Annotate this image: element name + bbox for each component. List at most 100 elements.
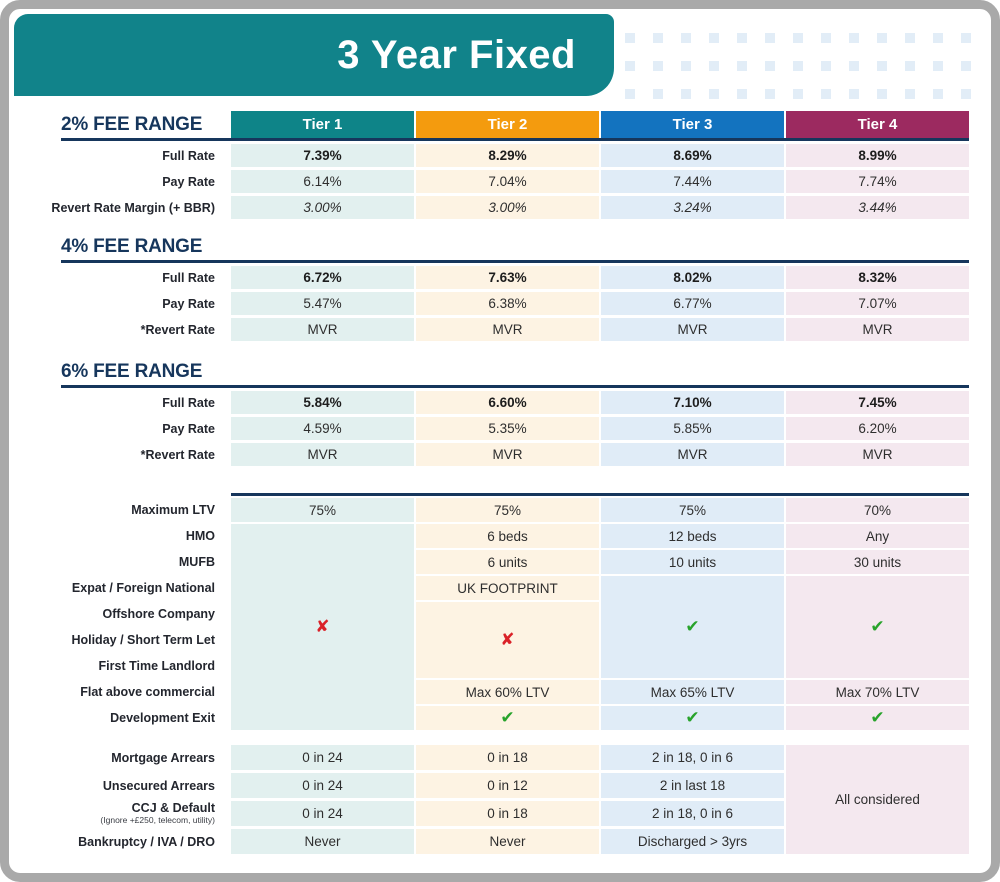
header-banner: 3 Year Fixed bbox=[14, 14, 614, 96]
row-label: HMO bbox=[185, 529, 215, 543]
tier-2-header: Tier 2 bbox=[416, 111, 599, 138]
adverse-cell: Never bbox=[231, 829, 414, 854]
criteria-rows: Maximum LTV 75% 75% 75% 70% HMO ✘ 6 beds… bbox=[31, 498, 969, 730]
row-label: Pay Rate bbox=[162, 421, 215, 436]
rate-cell: 6.77% bbox=[601, 292, 784, 315]
adverse-section: Mortgage Arrears 0 in 24 0 in 18 2 in 18… bbox=[31, 745, 969, 854]
section-2pct-rows: Full Rate 7.39% 8.29% 8.69% 8.99% Pay Ra… bbox=[31, 144, 969, 219]
rate-cell: 5.84% bbox=[231, 391, 414, 414]
adverse-cell: 0 in 24 bbox=[231, 745, 414, 770]
rate-cell: 5.85% bbox=[601, 417, 784, 440]
divider-line bbox=[61, 138, 969, 141]
section-heading-6pct: 6% FEE RANGE bbox=[61, 361, 203, 382]
criteria-cell: 6 units bbox=[416, 550, 599, 574]
rate-cell: 3.24% bbox=[601, 196, 784, 219]
rate-cell: 8.29% bbox=[416, 144, 599, 167]
rate-cell: MVR bbox=[416, 318, 599, 341]
criteria-cell: 70% bbox=[786, 498, 969, 522]
rate-cell: MVR bbox=[231, 318, 414, 341]
rate-cell: 7.63% bbox=[416, 266, 599, 289]
row-label: Maximum LTV bbox=[131, 503, 215, 517]
adverse-cell: 0 in 24 bbox=[231, 773, 414, 798]
rate-cell: 6.38% bbox=[416, 292, 599, 315]
check-icon: ✔ bbox=[786, 576, 969, 678]
adverse-cell: 0 in 12 bbox=[416, 773, 599, 798]
criteria-cell: 10 units bbox=[601, 550, 784, 574]
row-label: Expat / Foreign National bbox=[71, 581, 215, 595]
rate-cell: MVR bbox=[231, 443, 414, 466]
criteria-cell: Max 65% LTV bbox=[601, 680, 784, 704]
row-label: Offshore Company bbox=[102, 607, 215, 621]
tier-3-header: Tier 3 bbox=[601, 111, 784, 138]
rate-cell: 6.20% bbox=[786, 417, 969, 440]
row-label: Pay Rate bbox=[162, 296, 215, 311]
adverse-cell: 0 in 24 bbox=[231, 801, 414, 826]
rate-cell: 7.39% bbox=[231, 144, 414, 167]
ccj-default-sublabel: (Ignore +£250, telecom, utility) bbox=[100, 814, 215, 825]
criteria-cell: 30 units bbox=[786, 550, 969, 574]
criteria-cell: Max 70% LTV bbox=[786, 680, 969, 704]
adverse-cell: Never bbox=[416, 829, 599, 854]
row-label: Mortgage Arrears bbox=[111, 750, 215, 765]
criteria-cell: UK FOOTPRINT bbox=[416, 576, 599, 600]
adverse-cell: 2 in last 18 bbox=[601, 773, 784, 798]
section-heading-4pct: 4% FEE RANGE bbox=[61, 236, 203, 257]
divider-line bbox=[61, 260, 969, 263]
check-icon: ✔ bbox=[601, 576, 784, 678]
section-6pct: 6% FEE RANGE Full Rate 5.84% 6.60% 7.10%… bbox=[31, 361, 969, 466]
rate-cell: MVR bbox=[601, 318, 784, 341]
rate-cell: 3.00% bbox=[231, 196, 414, 219]
rate-cell: 5.35% bbox=[416, 417, 599, 440]
adverse-cell: 2 in 18, 0 in 6 bbox=[601, 801, 784, 826]
divider-line bbox=[231, 493, 969, 496]
tier-4-header: Tier 4 bbox=[786, 111, 969, 138]
row-label: Holiday / Short Term Let bbox=[71, 633, 215, 647]
row-label: CCJ & Default (Ignore +£250, telecom, ut… bbox=[31, 801, 229, 826]
row-label: Full Rate bbox=[162, 395, 215, 410]
cross-icon: ✘ bbox=[231, 524, 414, 730]
adverse-cell-merged: All considered bbox=[786, 745, 969, 854]
section-4pct: 4% FEE RANGE Full Rate 6.72% 7.63% 8.02%… bbox=[31, 236, 969, 341]
section-2pct-header-row: 2% FEE RANGE Tier 1 Tier 2 Tier 3 Tier 4 bbox=[31, 111, 969, 138]
rate-cell: 6.14% bbox=[231, 170, 414, 193]
row-label: Full Rate bbox=[162, 270, 215, 285]
criteria-section: Maximum LTV 75% 75% 75% 70% HMO ✘ 6 beds… bbox=[31, 493, 969, 730]
rate-cell: 8.02% bbox=[601, 266, 784, 289]
page-title: 3 Year Fixed bbox=[337, 32, 576, 77]
rate-cell: 3.00% bbox=[416, 196, 599, 219]
row-label: MUFB bbox=[178, 555, 215, 569]
criteria-cell: 12 beds bbox=[601, 524, 784, 548]
rate-cell: MVR bbox=[601, 443, 784, 466]
row-label: Bankruptcy / IVA / DRO bbox=[78, 834, 215, 849]
rate-cell: MVR bbox=[786, 318, 969, 341]
row-label: First Time Landlord bbox=[98, 659, 215, 673]
criteria-cell: 6 beds bbox=[416, 524, 599, 548]
criteria-cell: 75% bbox=[416, 498, 599, 522]
criteria-cell: Max 60% LTV bbox=[416, 680, 599, 704]
dot-pattern-decoration bbox=[625, 33, 977, 101]
rate-cell: 7.07% bbox=[786, 292, 969, 315]
adverse-cell: 0 in 18 bbox=[416, 745, 599, 770]
adverse-cell: Discharged > 3yrs bbox=[601, 829, 784, 854]
rate-cell: 5.47% bbox=[231, 292, 414, 315]
divider-line bbox=[61, 385, 969, 388]
check-icon: ✔ bbox=[416, 706, 599, 730]
row-label: Pay Rate bbox=[162, 174, 215, 189]
rate-cell: 7.10% bbox=[601, 391, 784, 414]
rate-cell: 4.59% bbox=[231, 417, 414, 440]
rate-cell: 8.69% bbox=[601, 144, 784, 167]
rate-cell: 7.04% bbox=[416, 170, 599, 193]
row-label: Unsecured Arrears bbox=[102, 778, 215, 793]
criteria-cell: Any bbox=[786, 524, 969, 548]
section-4pct-rows: Full Rate 6.72% 7.63% 8.02% 8.32% Pay Ra… bbox=[31, 266, 969, 341]
rate-cell: 8.99% bbox=[786, 144, 969, 167]
criteria-cell: 75% bbox=[601, 498, 784, 522]
criteria-cell: 75% bbox=[231, 498, 414, 522]
check-icon: ✔ bbox=[786, 706, 969, 730]
rate-cell: MVR bbox=[786, 443, 969, 466]
rate-cell: 7.74% bbox=[786, 170, 969, 193]
section-heading-2pct: 2% FEE RANGE bbox=[61, 113, 203, 135]
row-label: Development Exit bbox=[110, 711, 215, 725]
row-label: *Revert Rate bbox=[140, 322, 215, 337]
